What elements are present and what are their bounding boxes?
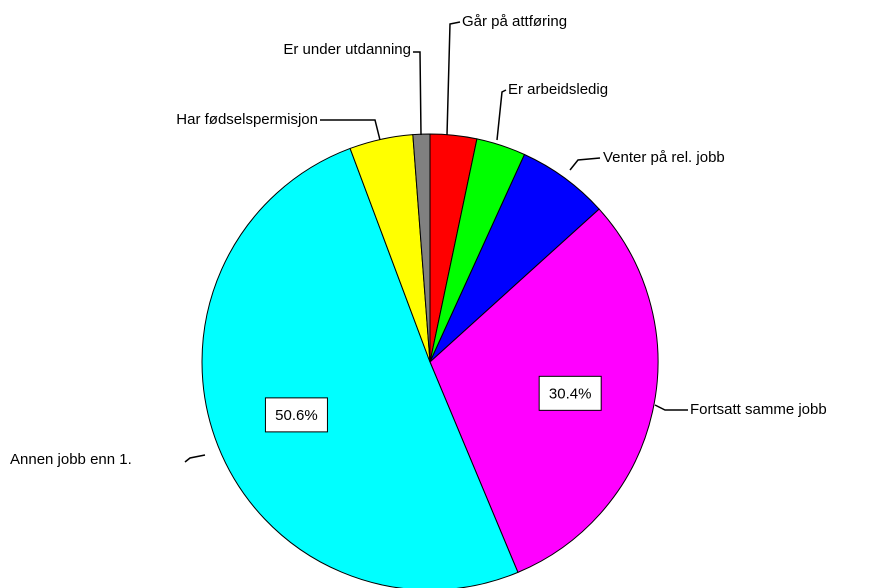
value-label: 50.6% [275,407,318,424]
leader-line [446,21,461,136]
leader-line [569,157,601,171]
leader-line [320,119,381,141]
pie-slice [201,147,519,588]
leader-line [654,404,688,411]
value-label: 30.4% [549,385,592,402]
leader-line [184,454,206,463]
slice-label: Er arbeidsledig [508,81,608,98]
slice-label: Har fødselspermisjon [176,111,318,128]
value-label-box [264,397,328,433]
leader-line [413,51,422,136]
slice-label: Går på attføring [462,13,567,30]
value-label-box [538,375,602,411]
slice-label: Venter på rel. jobb [603,149,725,166]
slice-label: Fortsatt samme jobb [690,401,827,418]
leader-line [496,89,507,141]
slice-label: Er under utdanning [283,41,411,58]
slice-label: Annen jobb enn 1. [10,451,132,468]
